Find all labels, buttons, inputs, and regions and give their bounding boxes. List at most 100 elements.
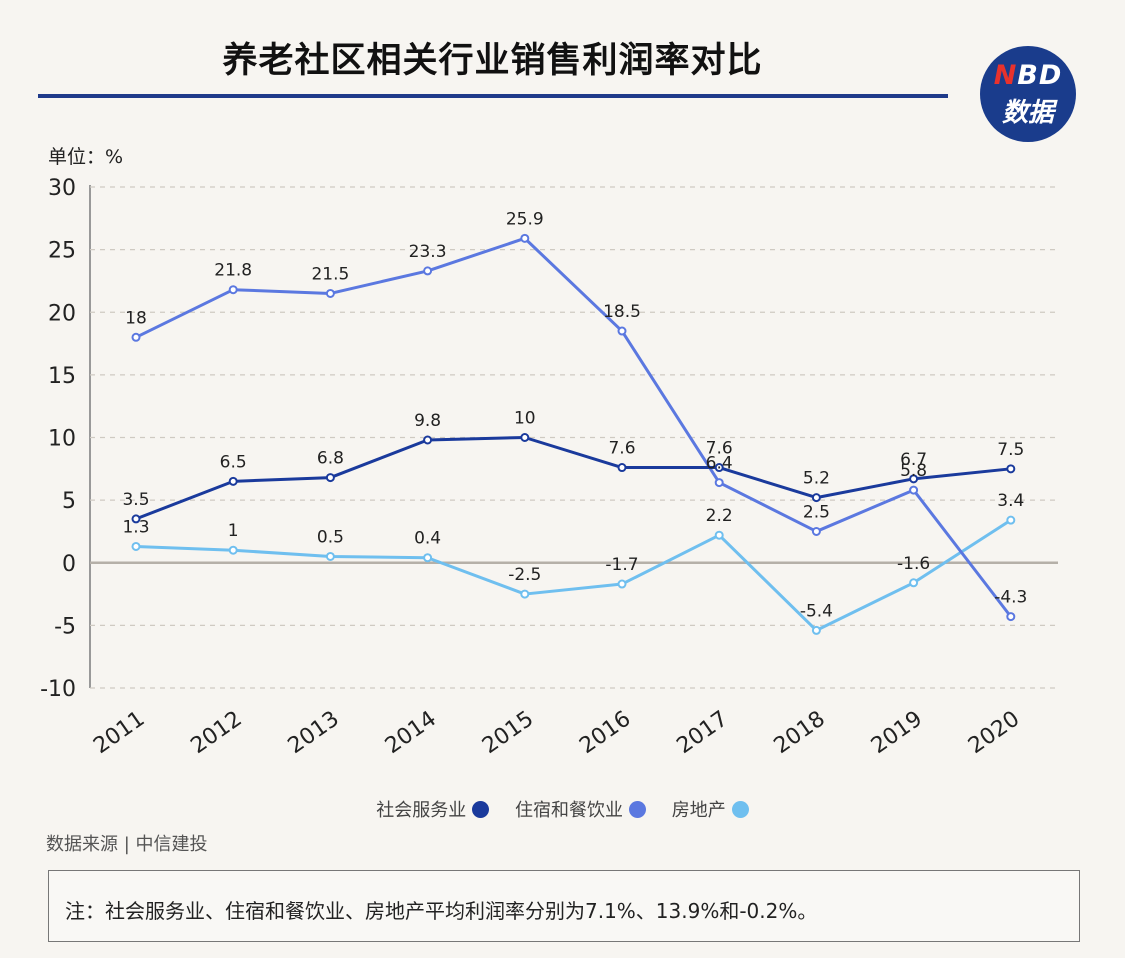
data-point-realestate: [423, 553, 433, 563]
data-label-social: 6.8: [317, 449, 344, 469]
y-tick-label: 10: [48, 427, 76, 452]
data-label-hotel: 2.5: [803, 502, 830, 522]
data-source: 数据来源 | 中信建投: [46, 834, 208, 855]
data-point-social: [811, 493, 821, 503]
legend-label-realestate: 房地产: [671, 800, 726, 821]
data-label-hotel: 5.8: [900, 461, 927, 481]
data-point-social: [423, 435, 433, 445]
data-label-hotel: 21.5: [311, 264, 349, 284]
data-point-social: [909, 474, 919, 484]
y-tick-label: -10: [40, 677, 76, 702]
logo-top-text: NBD: [980, 60, 1076, 91]
y-tick-label: 20: [48, 301, 76, 326]
x-tick-label: 2013: [284, 706, 344, 759]
data-label-social: 6.5: [220, 452, 247, 472]
data-label-realestate: -2.5: [508, 565, 541, 585]
data-label-realestate: -1.7: [605, 555, 638, 575]
data-label-hotel: 21.8: [214, 261, 252, 281]
data-point-social: [520, 433, 530, 442]
data-point-realestate: [520, 589, 530, 599]
data-point-social: [1006, 464, 1016, 474]
legend-label-social: 社会服务业: [376, 800, 467, 821]
data-point-hotel: [617, 326, 627, 336]
data-point-hotel: [811, 526, 821, 536]
x-tick-label: 2012: [186, 706, 246, 759]
legend-dot-realestate: [731, 801, 749, 818]
x-tick-label: 2020: [964, 706, 1024, 759]
legend-item-social: 社会服务业: [376, 796, 490, 822]
data-label-realestate: -5.4: [800, 601, 833, 621]
data-label-hotel: 6.4: [706, 454, 733, 474]
y-tick-label: 15: [48, 364, 76, 389]
data-point-realestate: [228, 545, 238, 555]
data-label-realestate: 2.2: [706, 506, 733, 526]
chart-title: 养老社区相关行业销售利润率对比: [222, 41, 763, 81]
data-point-realestate: [131, 541, 141, 551]
data-label-social: 10: [514, 409, 536, 429]
data-point-realestate: [909, 578, 919, 588]
y-tick-label: 0: [62, 552, 76, 577]
data-label-social: 3.5: [122, 490, 149, 510]
data-point-realestate: [617, 579, 627, 589]
data-label-hotel: 18.5: [603, 302, 641, 322]
data-label-realestate: 0.4: [414, 529, 441, 549]
data-label-hotel: 23.3: [409, 242, 447, 262]
data-label-realestate: 3.4: [997, 491, 1024, 511]
y-tick-label: 5: [62, 489, 76, 514]
data-label-realestate: 1: [228, 521, 239, 541]
note-box: 注：社会服务业、住宿和餐饮业、房地产平均利润率分别为7.1%、13.9%和-0.…: [48, 870, 1080, 942]
x-tick-label: 2019: [867, 706, 927, 759]
data-label-social: 9.8: [414, 411, 441, 431]
data-point-hotel: [1006, 612, 1016, 622]
legend-dot-social: [472, 801, 490, 818]
data-point-social: [714, 463, 724, 473]
series-line-hotel: [135, 236, 1012, 618]
x-tick-label: 2014: [381, 706, 441, 759]
legend-item-hotel: 住宿和餐饮业: [515, 796, 646, 822]
x-tick-label: 2011: [89, 706, 149, 759]
data-point-social: [617, 463, 627, 473]
logo-letters-bd: BD: [1017, 60, 1063, 91]
data-point-hotel: [131, 332, 141, 342]
logo-bottom-text: 数据: [1001, 98, 1054, 128]
data-label-social: 7.6: [608, 439, 635, 459]
x-tick-label: 2018: [770, 706, 830, 759]
data-label-hotel: 25.9: [506, 209, 544, 229]
legend-label-hotel: 住宿和餐饮业: [515, 800, 623, 821]
data-label-social: 5.2: [803, 469, 830, 489]
x-tick-label: 2017: [672, 706, 732, 759]
data-label-social: 7.5: [997, 440, 1024, 460]
data-label-hotel: 18: [125, 308, 147, 328]
data-point-realestate: [325, 551, 335, 561]
data-label-hotel: -4.3: [994, 588, 1027, 608]
data-label-social: 7.6: [706, 439, 733, 459]
y-tick-label: 30: [48, 176, 76, 201]
data-point-realestate: [1006, 515, 1016, 525]
series-line-realestate: [135, 518, 1012, 632]
unit-label: 单位：%: [48, 146, 124, 168]
title-underline: [38, 94, 948, 98]
legend-item-realestate: 房地产: [672, 796, 749, 822]
data-point-social: [325, 473, 335, 483]
legend-dot-hotel: [629, 801, 646, 818]
data-point-hotel: [228, 285, 238, 295]
y-tick-label: -5: [54, 614, 76, 639]
data-point-hotel: [423, 266, 433, 276]
data-point-hotel: [714, 478, 724, 488]
data-point-social: [131, 514, 141, 524]
x-tick-label: 2015: [478, 706, 538, 759]
data-point-hotel: [520, 233, 530, 243]
data-label-realestate: -1.6: [897, 554, 930, 574]
note-text: 注：社会服务业、住宿和餐饮业、房地产平均利润率分别为7.1%、13.9%和-0.…: [65, 899, 818, 923]
data-point-realestate: [811, 625, 821, 635]
x-tick-label: 2016: [575, 706, 635, 759]
data-point-hotel: [325, 288, 335, 298]
nbd-logo: NBD 数据: [980, 46, 1076, 142]
data-label-realestate: 0.5: [317, 527, 344, 547]
data-point-realestate: [714, 530, 724, 540]
y-tick-label: 25: [48, 239, 76, 264]
logo-letter-n: N: [993, 60, 1018, 91]
data-label-realestate: 1.3: [122, 517, 149, 537]
data-point-hotel: [909, 485, 919, 495]
